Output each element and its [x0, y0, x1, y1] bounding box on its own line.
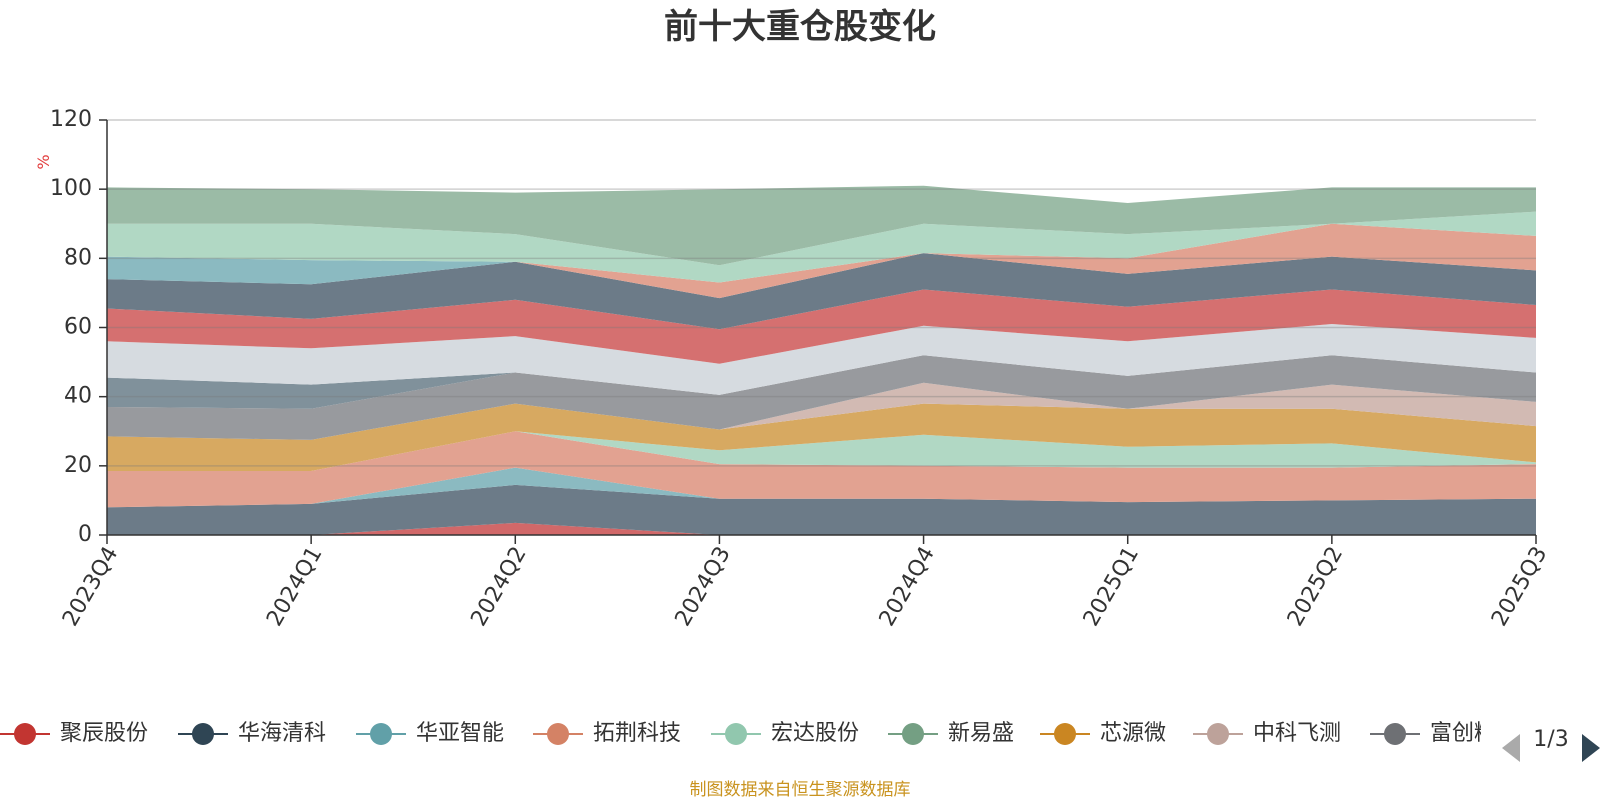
- data-source-note: 制图数据来自恒生聚源数据库: [690, 780, 911, 800]
- area-band-9: [107, 324, 1536, 395]
- legend-marker-icon: [547, 723, 569, 745]
- y-tick-label: 0: [78, 522, 92, 547]
- area-band-10: [107, 289, 1536, 364]
- area-band-7: [107, 355, 1536, 440]
- y-tick-label: 100: [50, 176, 92, 201]
- legend-next-icon[interactable]: [1582, 734, 1600, 762]
- area-band-5: [107, 403, 1536, 471]
- legend-item[interactable]: 芯源微: [1040, 721, 1166, 746]
- legend-marker-icon: [192, 723, 214, 745]
- area-band-6: [107, 382, 1536, 440]
- y-tick-label: 20: [64, 453, 92, 478]
- legend-marker-icon: [370, 723, 392, 745]
- legend-items: 聚辰股份 华海清科 华亚智能 拓荆科技 宏达股份 新易盛 芯源微 中科飞测 富创精: [0, 721, 1496, 746]
- axis-layer: [99, 119, 1537, 544]
- legend-label: 华海清科: [238, 721, 326, 746]
- legend-marker-icon: [1384, 723, 1406, 745]
- legend-item[interactable]: 聚辰股份: [0, 721, 148, 746]
- legend-item[interactable]: 富创精: [1370, 721, 1496, 746]
- area-band-13: [107, 223, 1536, 299]
- area-band-15: [107, 185, 1536, 266]
- legend-item[interactable]: 华海清科: [178, 721, 326, 746]
- legend-label: 华亚智能: [416, 721, 504, 746]
- x-tick-label: 2024Q2: [466, 543, 531, 631]
- area-band-4: [107, 431, 1536, 471]
- legend-label: 新易盛: [948, 721, 1014, 746]
- legend: 聚辰股份 华海清科 华亚智能 拓荆科技 宏达股份 新易盛 芯源微 中科飞测 富创精: [0, 721, 1496, 746]
- legend-pager: 1/3: [1502, 727, 1600, 762]
- legend-item[interactable]: 新易盛: [888, 721, 1014, 746]
- legend-marker-icon: [902, 723, 924, 745]
- y-tick-label: 120: [50, 107, 92, 132]
- legend-label: 中科飞测: [1253, 721, 1341, 746]
- area-band-0: [107, 522, 1536, 535]
- y-tick-label: 80: [64, 245, 92, 270]
- legend-label: 宏达股份: [771, 721, 859, 746]
- x-tick-labels: 2023Q4 2024Q1 2024Q2 2024Q3 2024Q4 2025Q1 2025…: [58, 543, 1552, 631]
- legend-item[interactable]: 宏达股份: [711, 721, 859, 746]
- legend-item[interactable]: 中科飞测: [1193, 721, 1341, 746]
- area-band-14: [107, 211, 1536, 283]
- y-tick-labels: 0 20 40 60 80 100 120: [50, 107, 92, 547]
- legend-item[interactable]: 华亚智能: [356, 721, 504, 746]
- chart-title: 前十大重仓股变化: [664, 7, 936, 47]
- y-tick-label: 60: [64, 315, 92, 340]
- area-band-3: [107, 431, 1536, 508]
- x-tick-label: 2023Q4: [58, 543, 123, 631]
- y-tick-label: 40: [64, 384, 92, 409]
- legend-label: 芯源微: [1100, 721, 1166, 746]
- legend-page-indicator: 1/3: [1533, 727, 1568, 752]
- legend-prev-icon[interactable]: [1502, 734, 1520, 762]
- x-tick-label: 2024Q4: [875, 543, 940, 631]
- legend-label: 聚辰股份: [60, 721, 148, 746]
- legend-marker-icon: [725, 723, 747, 745]
- x-tick-label: 2025Q1: [1079, 543, 1144, 631]
- x-tick-label: 2025Q2: [1283, 543, 1348, 631]
- area-band-2: [107, 467, 1536, 508]
- grid-layer: [107, 119, 1536, 467]
- area-band-1: [107, 484, 1536, 535]
- legend-label: 拓荆科技: [593, 721, 681, 746]
- area-layer: [107, 185, 1536, 535]
- y-axis-unit: %: [34, 154, 53, 169]
- x-tick-label: 2025Q3: [1487, 543, 1552, 631]
- legend-marker-icon: [1207, 723, 1229, 745]
- x-tick-label: 2024Q3: [671, 543, 736, 631]
- legend-marker-icon: [14, 723, 36, 745]
- legend-item[interactable]: 拓荆科技: [533, 721, 681, 746]
- x-tick-label: 2024Q1: [262, 543, 327, 631]
- legend-marker-icon: [1054, 723, 1076, 745]
- area-band-12: [107, 253, 1536, 299]
- area-band-11: [107, 253, 1536, 330]
- area-band-8: [107, 355, 1536, 409]
- legend-label: 富创精: [1430, 721, 1496, 746]
